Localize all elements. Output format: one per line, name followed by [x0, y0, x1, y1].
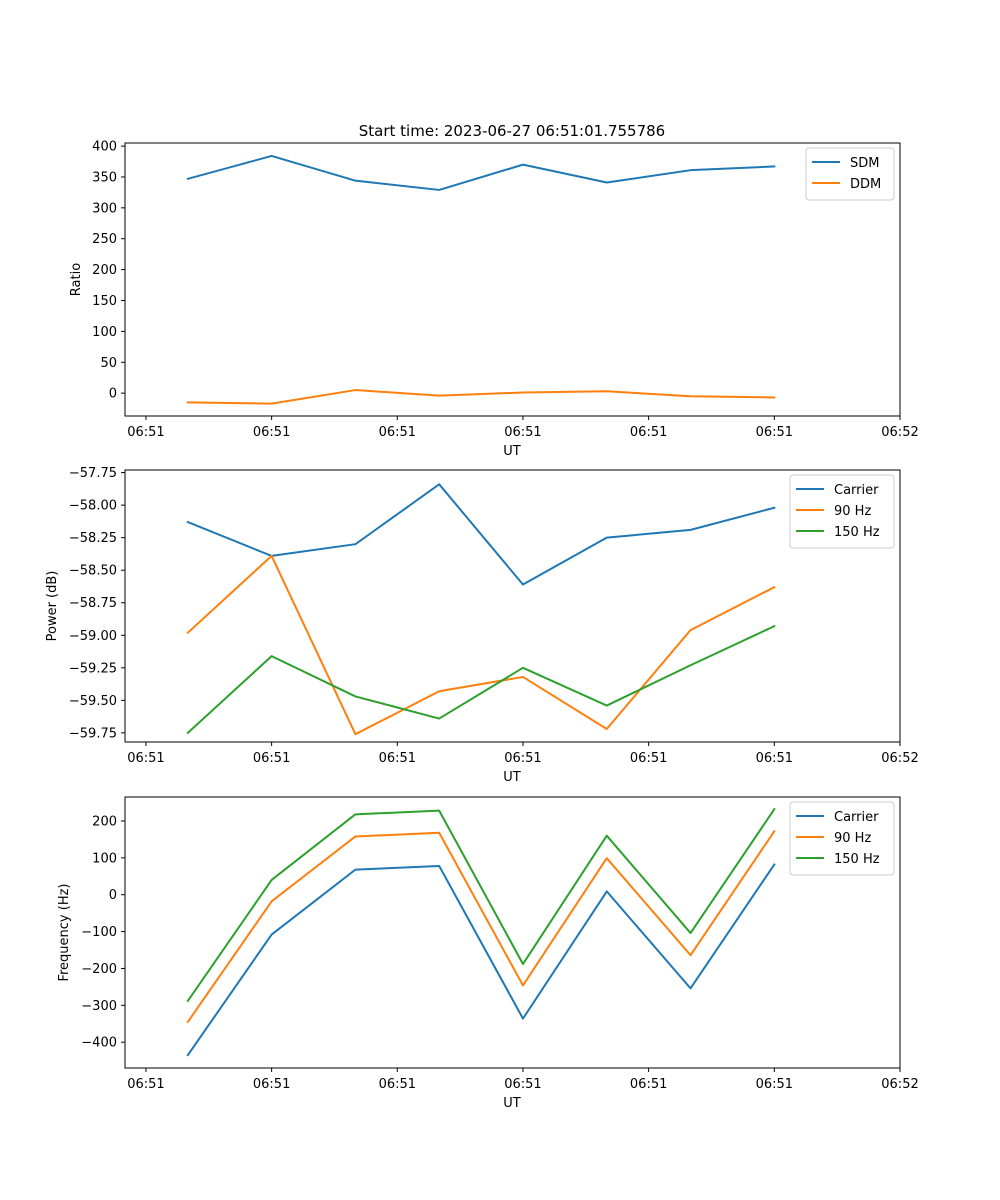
y-tick-label: −58.75: [69, 596, 117, 611]
y-tick-label: 350: [92, 170, 117, 185]
x-tick-label: 06:51: [253, 425, 290, 440]
y-axis-label: Power (dB): [45, 571, 60, 642]
legend-label: 90 Hz: [834, 831, 871, 846]
y-tick-label: 100: [92, 851, 117, 866]
subplot-3: 06:51 06:51 06:51 06:51 06:51 06:51 06:52 200 10…: [57, 796, 919, 1111]
x-axis-label: UT: [503, 1096, 521, 1111]
x-tick-label: 06:51: [504, 425, 541, 440]
x-tick-label: 06:51: [127, 425, 164, 440]
y-tick-label: −57.75: [69, 466, 117, 481]
y-tick-label: 0: [109, 387, 117, 402]
legend-label: DDM: [850, 177, 881, 192]
axes-frame: [124, 469, 901, 743]
y-tick-label: 50: [100, 356, 117, 371]
y-tick-label: 250: [92, 232, 117, 247]
series-line-1: [186, 154, 776, 191]
y-tick-label: −300: [81, 999, 117, 1014]
x-tick-label: 06:51: [630, 1077, 667, 1092]
series-line-2: [186, 554, 776, 736]
legend: Carrier 90 Hz 150 Hz: [789, 801, 895, 876]
subplots: 06:51 06:51 06:51 06:51 06:51 06:51 06:52 0 50 10…: [45, 140, 919, 1111]
legend-label: 90 Hz: [834, 504, 871, 519]
x-tick-label: 06:52: [881, 425, 918, 440]
y-tick-label: −58.25: [69, 531, 117, 546]
axes-frame: [124, 142, 901, 417]
y-tick-label: 100: [92, 325, 117, 340]
x-tick-label: 06:52: [881, 1077, 918, 1092]
subplot-2: 06:51 06:51 06:51 06:51 06:51 06:51 06:52 −57.7…: [45, 466, 919, 785]
y-tick-label: 400: [92, 140, 117, 155]
figure-title: Start time: 2023-06-27 06:51:01.755786: [359, 122, 665, 140]
x-tick-label: 06:51: [756, 425, 793, 440]
y-tick-label: −200: [81, 962, 117, 977]
legend-frame: [789, 801, 895, 876]
axes-frame: [124, 796, 901, 1069]
y-tick-label: 200: [92, 263, 117, 278]
legend: Carrier 90 Hz 150 Hz: [789, 474, 895, 549]
x-tick-label: 06:52: [881, 751, 918, 766]
x-tick-label: 06:51: [253, 1077, 290, 1092]
y-tick-label: −100: [81, 925, 117, 940]
x-tick-label: 06:51: [379, 751, 416, 766]
x-axis-label: UT: [503, 444, 521, 459]
legend: SDM DDM: [805, 147, 895, 201]
subplot-1: 06:51 06:51 06:51 06:51 06:51 06:51 06:52 0 50 10…: [69, 140, 919, 459]
y-tick-label: 200: [92, 814, 117, 829]
x-tick-label: 06:51: [379, 425, 416, 440]
series-line-1: [186, 863, 776, 1057]
legend-label: Carrier: [834, 810, 879, 825]
y-tick-label: −59.25: [69, 661, 117, 676]
y-tick-label: 300: [92, 201, 117, 216]
x-tick-label: 06:51: [756, 751, 793, 766]
y-tick-label: −59.50: [69, 694, 117, 709]
x-tick-label: 06:51: [379, 1077, 416, 1092]
x-tick-label: 06:51: [253, 751, 290, 766]
legend-label: 150 Hz: [834, 852, 880, 867]
series-line-3: [186, 624, 776, 735]
legend-label: SDM: [850, 156, 879, 171]
y-axis-label: Ratio: [69, 263, 84, 296]
y-axis-label: Frequency (Hz): [57, 883, 72, 981]
legend-frame: [789, 474, 895, 549]
x-tick-label: 06:51: [756, 1077, 793, 1092]
y-tick-label: −59.75: [69, 726, 117, 741]
series-line-2: [186, 829, 776, 1024]
y-tick-label: −58.00: [69, 499, 117, 514]
series-line-1: [186, 483, 776, 586]
y-tick-label: 150: [92, 294, 117, 309]
y-tick-label: −59.00: [69, 629, 117, 644]
x-tick-label: 06:51: [630, 425, 667, 440]
x-tick-label: 06:51: [127, 751, 164, 766]
x-tick-label: 06:51: [504, 751, 541, 766]
x-axis-label: UT: [503, 770, 521, 785]
x-tick-label: 06:51: [127, 1077, 164, 1092]
y-tick-label: 0: [109, 888, 117, 903]
series-line-3: [186, 807, 776, 1003]
x-tick-label: 06:51: [504, 1077, 541, 1092]
legend-label: Carrier: [834, 483, 879, 498]
series-line-2: [186, 389, 776, 405]
y-tick-label: −58.50: [69, 564, 117, 579]
x-tick-label: 06:51: [630, 751, 667, 766]
y-tick-label: −400: [81, 1036, 117, 1051]
legend-label: 150 Hz: [834, 525, 880, 540]
